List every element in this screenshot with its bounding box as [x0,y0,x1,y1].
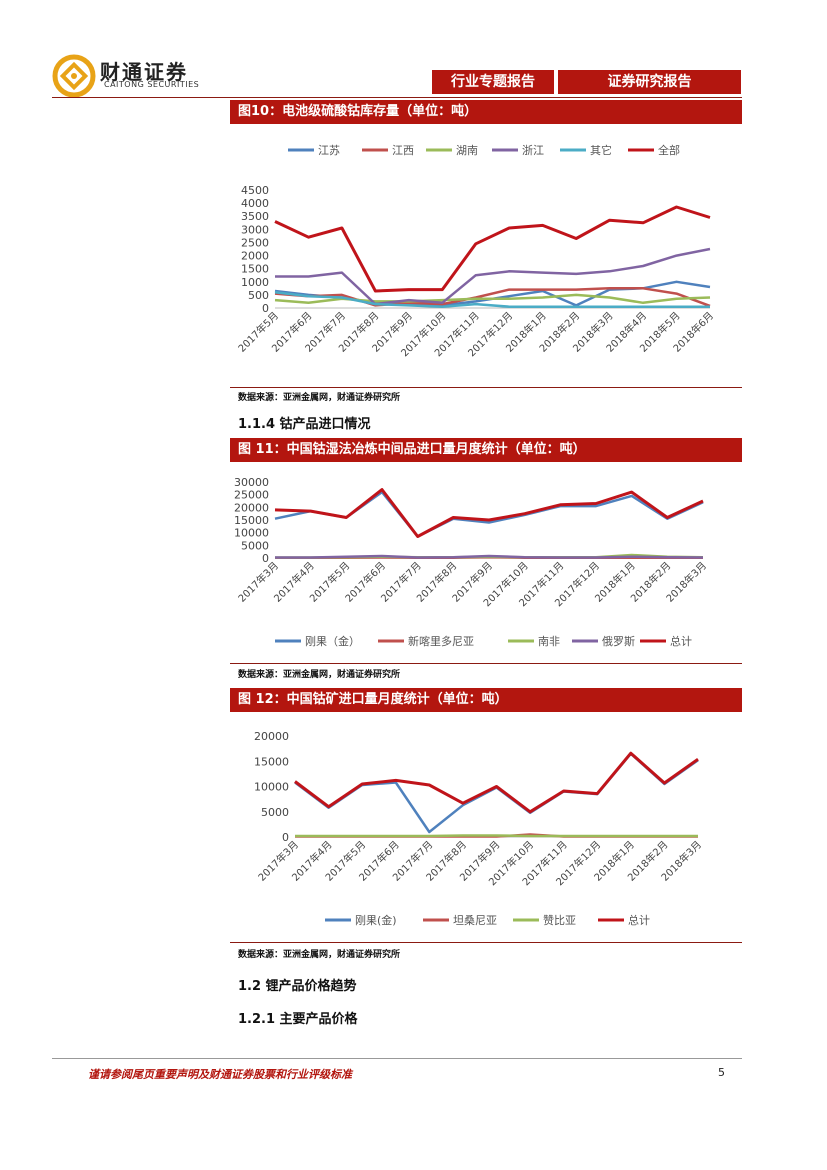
y-tick-label: 2500 [241,236,269,249]
y-tick-label: 3500 [241,210,269,223]
y-tick-label: 10000 [254,781,289,794]
legend-label: 刚果(金) [355,913,397,927]
legend-label: 赞比亚 [543,914,576,927]
legend-label: 南非 [538,635,560,648]
y-tick-label: 5000 [261,806,289,819]
legend-label: 总计 [670,634,692,648]
series-line [274,205,711,293]
y-tick-label: 20000 [234,501,269,514]
logo-text-en: CAITONG SECURITIES [104,80,200,89]
heading-1-2: 1.2 锂产品价格趋势 [238,979,357,994]
figure-12-source: 数据来源：亚洲金属网，财通证券研究所 [238,950,401,960]
legend-label: 新喀里多尼亚 [408,634,474,648]
y-tick-label: 3000 [241,223,269,236]
series-line [294,752,699,834]
figure-12-rule [230,942,742,943]
figure-12-title: 图 12：中国钴矿进口量月度统计（单位：吨） [230,688,742,712]
figure-10-rule [230,387,742,388]
figure-11-title: 图 11：中国钴湿法冶炼中间品进口量月度统计（单位：吨） [230,438,742,462]
page-number: 5 [718,1066,725,1079]
research-report-tab: 证券研究报告 [558,70,741,94]
footer-disclaimer: 谨请参阅尾页重要声明及财通证券股票和行业评级标准 [88,1068,352,1081]
figure-11-chart: 0500010000150002000025000300002017年3月201… [234,476,709,648]
y-tick-label: 1000 [241,276,269,289]
legend-label: 江苏 [318,144,340,157]
heading-1-1-4: 1.1.4 钴产品进口情况 [238,417,371,432]
series-line [294,751,699,814]
series-line [295,834,698,838]
y-tick-label: 4500 [241,184,269,197]
legend-label: 坦桑尼亚 [453,913,497,927]
legend-label: 总计 [628,913,650,927]
figure-10-title: 图10：电池级硫酸钴库存量（单位：吨） [230,100,742,124]
caitong-logo-icon [52,54,96,98]
legend-label: 其它 [590,143,612,157]
heading-1-2-1: 1.2.1 主要产品价格 [238,1012,358,1027]
series-line [275,554,704,559]
y-tick-label: 15000 [234,514,269,527]
series-line [274,488,704,538]
legend-label: 湖南 [456,144,478,157]
logo-text-cn: 财通证券 [100,60,188,84]
y-tick-label: 20000 [254,730,289,743]
legend-label: 江西 [392,144,414,157]
figure-10-chart: 0500100015002000250030003500400045002017… [235,143,716,359]
figure-12-chart: 050001000015000200002017年3月2017年4月2017年5… [254,730,704,927]
y-tick-label: 25000 [234,489,269,502]
series-line [274,287,711,308]
legend-label: 浙江 [522,144,544,157]
y-tick-label: 0 [282,831,289,844]
legend-label: 俄罗斯 [602,635,635,648]
figure-11-rule [230,663,742,664]
y-tick-label: 1500 [241,263,269,276]
figure-10-source: 数据来源：亚洲金属网，财通证券研究所 [238,393,401,403]
y-tick-label: 0 [262,552,269,565]
header-rule [52,97,742,98]
series-line [275,247,711,306]
legend-label: 全部 [658,143,680,157]
y-tick-label: 10000 [234,527,269,540]
series-line [274,291,710,308]
y-tick-label: 15000 [254,755,289,768]
y-tick-label: 500 [248,289,269,302]
figure-11-source: 数据来源：亚洲金属网，财通证券研究所 [238,670,401,680]
y-tick-label: 30000 [234,476,269,489]
y-tick-label: 0 [262,302,269,315]
footer-rule [52,1058,742,1059]
report-type-tab: 行业专题报告 [432,70,554,94]
y-tick-label: 2000 [241,250,269,263]
y-tick-label: 5000 [241,539,269,552]
legend-label: 刚果（金） [305,634,360,648]
y-tick-label: 4000 [241,197,269,210]
